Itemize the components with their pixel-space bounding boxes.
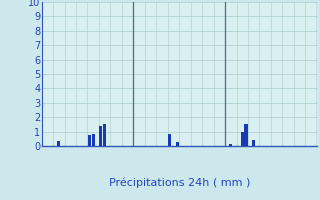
Bar: [241, 132, 244, 146]
Bar: [88, 135, 91, 146]
Bar: [103, 124, 106, 146]
Bar: [176, 142, 179, 146]
Bar: [92, 134, 95, 146]
Bar: [252, 140, 255, 146]
Text: Précipitations 24h ( mm ): Précipitations 24h ( mm ): [108, 178, 250, 188]
Bar: [99, 126, 102, 146]
Bar: [244, 124, 248, 146]
Bar: [57, 141, 60, 146]
Bar: [229, 144, 232, 146]
Bar: [168, 134, 171, 146]
